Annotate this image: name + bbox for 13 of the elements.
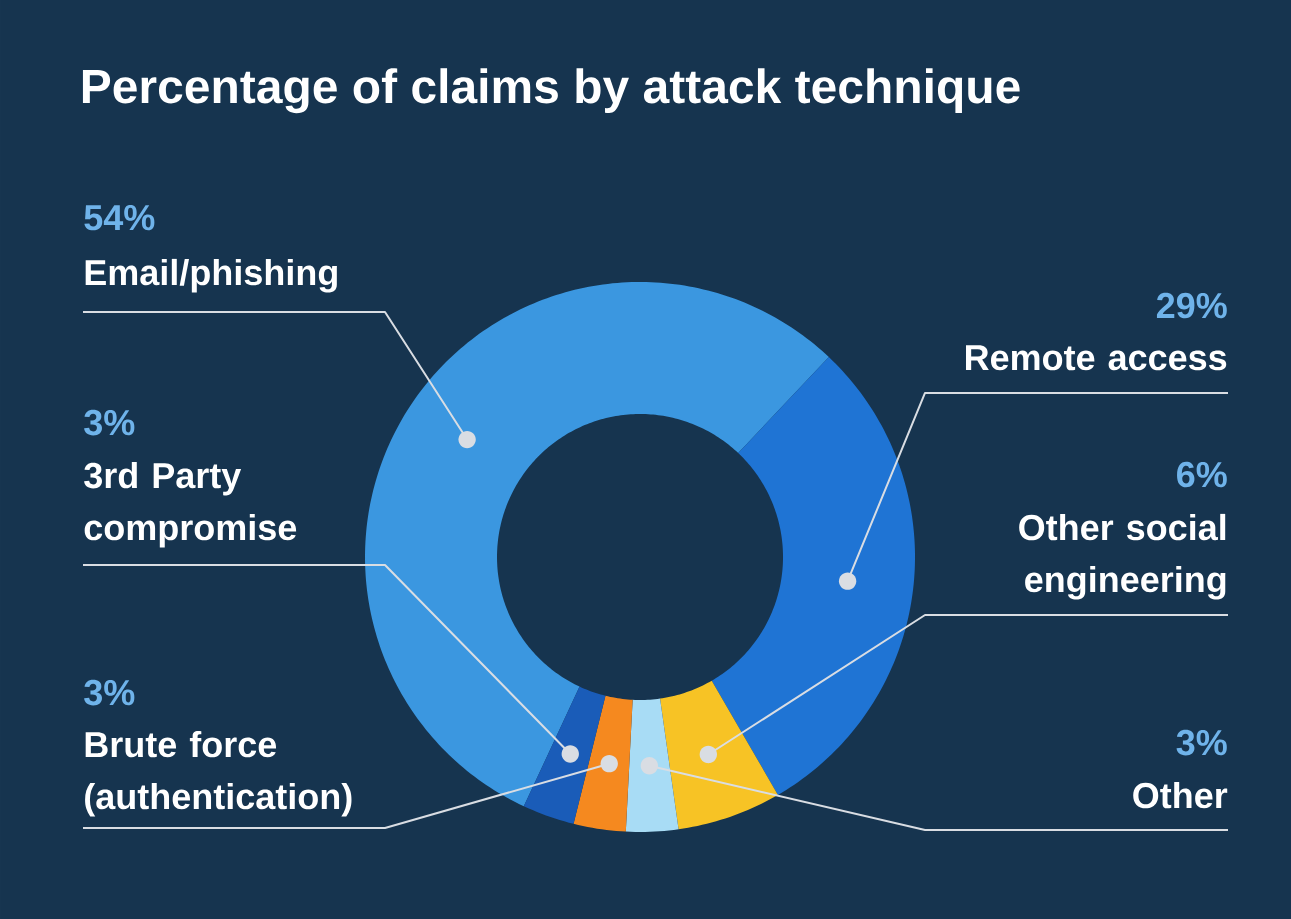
data-label: 54% bbox=[84, 204, 155, 231]
slice-label: Remote access bbox=[965, 345, 1227, 371]
data-label: 3% bbox=[1176, 729, 1227, 756]
slice-label: Brute force (authentication) bbox=[85, 730, 352, 817]
slice-label: Other bbox=[1133, 781, 1228, 809]
slice-label: 3rd Party compromise bbox=[84, 461, 297, 548]
data-label: 3% bbox=[84, 679, 135, 706]
data-label: 6% bbox=[1177, 461, 1227, 488]
slice-label: Other social engineering bbox=[1019, 513, 1226, 600]
slice-label: Email/phishing bbox=[85, 258, 337, 293]
data-label: 29% bbox=[1156, 292, 1227, 319]
chart-title: Percentage of claims by attack technique bbox=[82, 68, 1020, 114]
data-label: 3% bbox=[84, 409, 135, 436]
